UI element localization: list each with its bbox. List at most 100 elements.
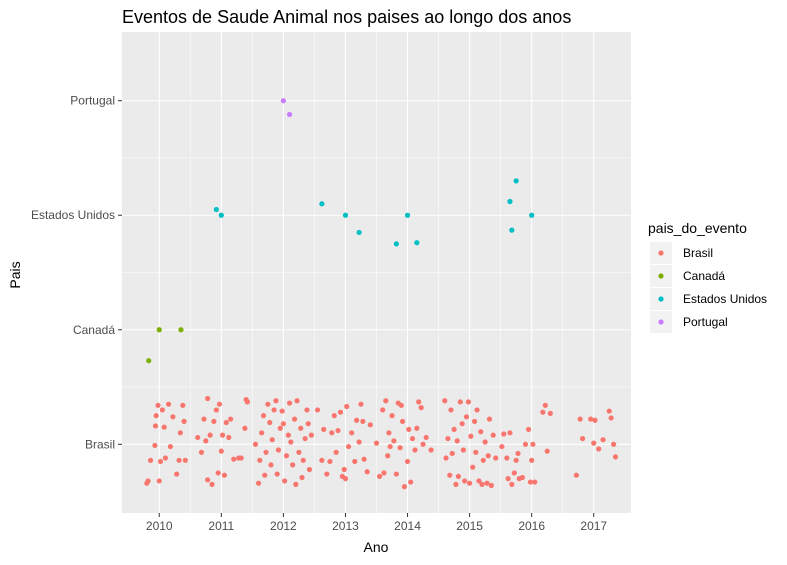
- data-point: [152, 442, 158, 449]
- data-point: [269, 437, 275, 443]
- chart-title: Eventos de Saude Animal nos paises ao lo…: [122, 7, 571, 27]
- data-point: [178, 327, 184, 333]
- data-point: [209, 481, 215, 487]
- legend-label: Estados Unidos: [683, 292, 767, 306]
- data-point: [414, 240, 420, 246]
- data-point: [271, 407, 277, 413]
- data-point: [195, 434, 201, 441]
- data-point: [457, 399, 463, 405]
- data-point: [282, 478, 288, 484]
- data-point: [449, 450, 455, 457]
- data-point: [401, 484, 408, 490]
- data-point: [490, 432, 496, 438]
- data-point: [319, 201, 325, 207]
- data-point: [181, 418, 187, 424]
- data-point: [352, 458, 358, 465]
- data-point: [507, 198, 513, 205]
- data-point: [337, 409, 344, 415]
- data-point: [591, 440, 597, 446]
- data-point: [294, 398, 300, 404]
- legend: pais_do_evento Brasil Canadá Estados Unido…: [648, 220, 767, 333]
- data-point: [573, 472, 579, 478]
- data-point: [298, 425, 304, 431]
- data-point: [443, 455, 449, 461]
- data-point: [383, 398, 389, 404]
- data-point: [263, 449, 269, 455]
- data-point: [205, 395, 211, 402]
- data-point: [360, 418, 366, 424]
- data-point: [280, 421, 286, 427]
- data-point: [519, 474, 525, 481]
- data-point: [308, 432, 314, 438]
- data-point: [219, 432, 226, 438]
- data-point: [547, 410, 553, 416]
- data-point: [146, 358, 152, 364]
- data-point: [447, 472, 453, 478]
- data-point: [532, 479, 538, 485]
- legend-swatch: [658, 296, 664, 302]
- data-point: [386, 430, 392, 436]
- data-point: [174, 471, 180, 477]
- data-point: [445, 435, 451, 442]
- data-point: [527, 479, 534, 485]
- data-point: [238, 455, 244, 461]
- data-point: [509, 227, 515, 233]
- data-point: [455, 473, 462, 479]
- data-point: [257, 457, 263, 463]
- legend-swatch: [658, 319, 664, 325]
- data-point: [293, 481, 299, 487]
- data-point: [361, 456, 367, 462]
- data-point: [482, 439, 488, 445]
- data-point: [213, 206, 219, 213]
- data-point: [290, 462, 296, 468]
- data-point: [291, 416, 298, 422]
- data-point: [505, 476, 511, 482]
- y-axis: Brasil Canadá Estados Unidos Portugal: [31, 94, 122, 451]
- data-point: [462, 478, 468, 484]
- x-tick-label: 2010: [146, 519, 173, 533]
- data-point: [228, 416, 234, 422]
- data-point: [262, 472, 268, 478]
- data-point: [260, 413, 267, 419]
- data-point: [358, 401, 364, 407]
- data-point: [231, 456, 237, 462]
- x-tick-label: 2015: [456, 519, 483, 533]
- data-point: [592, 417, 598, 423]
- data-point: [381, 470, 387, 476]
- legend-swatch: [658, 273, 664, 279]
- data-point: [428, 447, 434, 453]
- data-point: [156, 327, 162, 333]
- data-point: [501, 431, 507, 437]
- data-point: [356, 439, 362, 445]
- data-point: [203, 438, 209, 444]
- data-point: [373, 440, 380, 446]
- legend-label: Portugal: [683, 315, 728, 329]
- data-point: [397, 445, 403, 451]
- data-point: [157, 458, 164, 465]
- data-point: [349, 430, 355, 436]
- data-point: [280, 98, 286, 104]
- data-point: [367, 422, 373, 428]
- data-point: [345, 443, 352, 450]
- data-point: [387, 443, 393, 450]
- data-point: [252, 441, 259, 447]
- data-point: [412, 447, 418, 453]
- data-point: [418, 405, 424, 411]
- x-axis: 2010 2011 2012 2013 2014 2015 2016 2017: [146, 513, 607, 533]
- data-point: [385, 453, 391, 459]
- data-point: [393, 471, 399, 477]
- data-point: [218, 212, 224, 218]
- data-point: [268, 462, 274, 468]
- data-point: [300, 457, 306, 463]
- data-point: [525, 426, 532, 432]
- data-point: [324, 471, 330, 477]
- legend-swatch: [658, 250, 664, 256]
- data-points: [144, 98, 619, 490]
- data-point: [299, 474, 305, 481]
- data-point: [480, 457, 486, 463]
- data-point: [176, 457, 182, 463]
- data-point: [223, 419, 229, 426]
- data-point: [161, 424, 167, 430]
- data-point: [522, 441, 529, 447]
- data-point: [275, 447, 282, 453]
